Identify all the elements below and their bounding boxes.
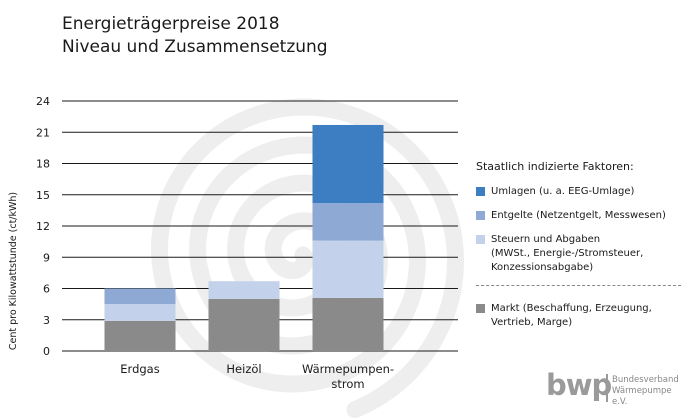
legend-swatch-entgelte	[476, 211, 485, 220]
legend-item-entgelte: Entgelte (Netzentgelt, Messwesen)	[476, 209, 691, 223]
y-tick-label: 6	[43, 283, 50, 296]
y-tick-label: 24	[36, 95, 50, 108]
legend-item-markt: Markt (Beschaffung, Erzeugung, Vertrieb,…	[476, 302, 691, 330]
bar-segment	[104, 320, 176, 351]
y-tick-label: 18	[36, 158, 50, 171]
category-labels: Erdgas Heizöl Wärmepumpen-strom	[120, 362, 394, 391]
y-tick-labels: 0 3 6 9 12 15 18 21 24	[36, 95, 50, 358]
legend-item-umlagen: Umlagen (u. a. EEG-Umlage)	[476, 185, 691, 199]
y-axis-label: Cent pro Kilowattstunde (ct/kWh)	[8, 192, 19, 350]
bar-segment	[312, 297, 384, 351]
legend-divider	[476, 285, 681, 286]
y-tick-label: 15	[36, 189, 50, 202]
logo-mark: bwp	[546, 368, 612, 402]
bar-segment	[312, 240, 384, 298]
bar-segment	[104, 304, 176, 321]
legend-label-entgelte: Entgelte (Netzentgelt, Messwesen)	[491, 210, 666, 221]
legend-heading: Staatlich indizierte Faktoren:	[476, 160, 634, 173]
title-line-2: Niveau und Zusammensetzung	[62, 37, 328, 57]
legend-label-umlagen: Umlagen (u. a. EEG-Umlage)	[491, 186, 635, 197]
legend: Staatlich indizierte Faktoren: Umlagen (…	[476, 160, 691, 340]
legend-label-steuern: Steuern und Abgaben (MWSt., Energie-/Str…	[491, 234, 644, 273]
bar-segment	[104, 288, 176, 305]
bars	[104, 124, 384, 351]
bar-segment	[208, 281, 280, 299]
y-tick-label: 0	[43, 345, 50, 358]
y-tick-label: 21	[36, 126, 50, 139]
legend-item-steuern: Steuern und Abgaben (MWSt., Energie-/Str…	[476, 233, 691, 275]
legend-label-markt: Markt (Beschaffung, Erzeugung, Vertrieb,…	[491, 303, 652, 328]
title-line-1: Energieträgerpreise 2018	[62, 14, 280, 34]
bar-segment	[208, 298, 280, 351]
logo-text: Bundesverband Wärmepumpe e.V.	[612, 375, 679, 407]
y-tick-label: 9	[43, 251, 50, 264]
x-category-label: Wärmepumpen-strom	[302, 362, 394, 391]
legend-swatch-steuern	[476, 235, 485, 244]
chart-title: Energieträgerpreise 2018 Niveau und Zusa…	[62, 13, 328, 59]
x-category-label: Heizöl	[226, 362, 261, 376]
legend-swatch-markt	[476, 304, 485, 313]
y-tick-label: 3	[43, 314, 50, 327]
logo-divider	[606, 374, 608, 402]
bar-segment	[312, 124, 384, 204]
y-tick-label: 12	[36, 220, 50, 233]
legend-swatch-umlagen	[476, 187, 485, 196]
bar-segment	[312, 203, 384, 241]
x-category-label: Erdgas	[120, 362, 159, 376]
